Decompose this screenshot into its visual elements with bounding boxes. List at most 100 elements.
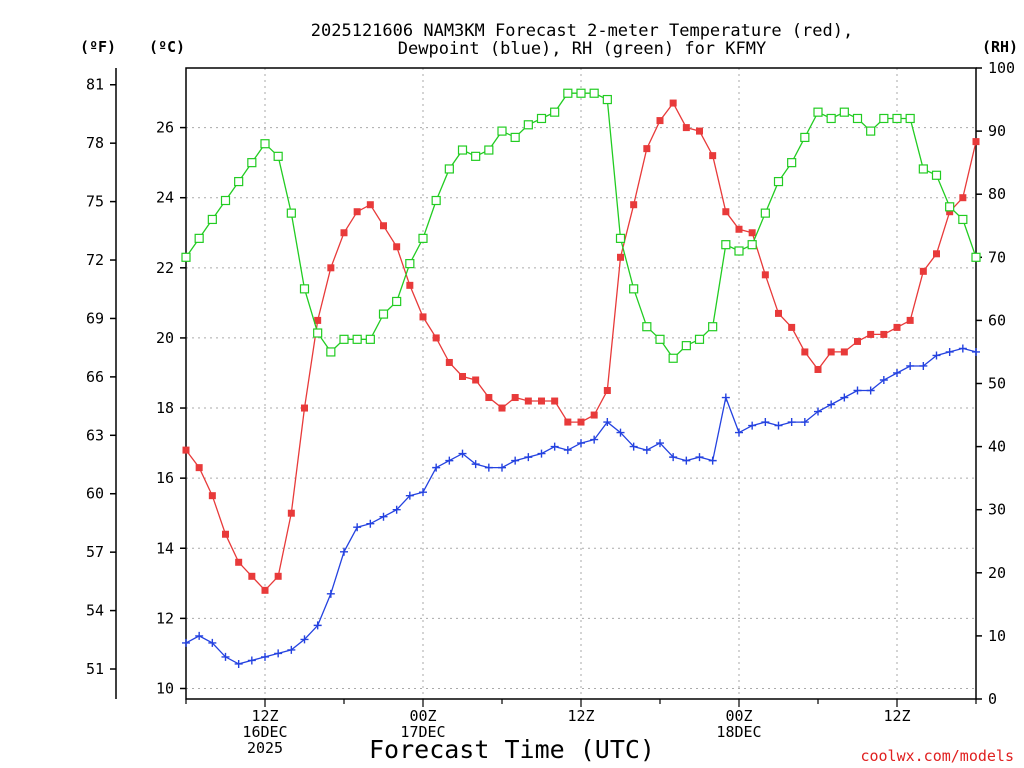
data-point [497, 126, 507, 136]
celsius-tick-label: 18 [156, 399, 174, 417]
x-tick-label: 12Z [883, 707, 910, 725]
data-point [826, 113, 836, 124]
data-point [537, 449, 546, 458]
data-point [972, 138, 980, 146]
series-rh [181, 88, 981, 363]
data-point [735, 225, 743, 233]
data-point [906, 316, 914, 324]
data-point [207, 214, 217, 225]
data-point [800, 132, 810, 143]
data-point [221, 652, 230, 661]
fahrenheit-tick-label: 72 [86, 251, 104, 269]
data-point [392, 296, 402, 307]
data-point [485, 394, 493, 402]
data-point [220, 195, 231, 206]
celsius-tick-label: 10 [156, 679, 174, 697]
celsius-unit-label: (ºC) [149, 38, 185, 56]
chart-title: 2025121606 NAM3KM Forecast 2-meter Tempe… [311, 21, 853, 59]
data-point [365, 334, 375, 344]
data-point [393, 243, 401, 251]
data-point [299, 284, 310, 294]
data-point [576, 88, 586, 98]
data-point [380, 222, 387, 230]
data-point [906, 361, 915, 370]
data-point [946, 208, 954, 216]
data-point [261, 652, 269, 661]
data-point [971, 252, 981, 262]
data-point [536, 113, 547, 124]
data-point [642, 446, 651, 455]
data-point [248, 572, 256, 580]
data-point [761, 271, 769, 279]
data-point [222, 530, 229, 538]
data-point [761, 418, 770, 427]
data-point [326, 589, 335, 598]
data-point [932, 351, 941, 360]
data-point [247, 158, 257, 168]
data-point [471, 460, 480, 469]
data-point [563, 446, 572, 455]
data-point [814, 365, 822, 373]
data-point [840, 393, 849, 402]
celsius-tick-label: 12 [156, 609, 174, 627]
fahrenheit-tick-label: 54 [86, 602, 104, 620]
data-point [669, 453, 678, 462]
data-point [788, 323, 796, 331]
data-point [432, 334, 440, 342]
title-line-1: 2025121606 NAM3KM Forecast 2-meter Tempe… [311, 21, 853, 41]
data-point [801, 348, 809, 356]
data-point [457, 145, 468, 155]
data-point [181, 252, 191, 262]
data-point [893, 368, 901, 377]
data-point [471, 151, 481, 161]
rh-tick-label: 50 [988, 375, 1006, 393]
data-point [931, 170, 942, 180]
data-point [694, 334, 705, 344]
data-point [853, 386, 862, 395]
data-point [564, 418, 572, 426]
series-2-meter-temperature [182, 99, 980, 594]
data-point [235, 558, 243, 566]
data-point [273, 151, 283, 161]
fahrenheit-tick-label: 69 [86, 309, 104, 327]
data-point [378, 309, 389, 319]
rh-tick-label: 70 [988, 248, 1006, 266]
data-point [524, 453, 533, 462]
data-point [538, 397, 545, 405]
data-point [617, 253, 624, 261]
data-point [892, 113, 902, 124]
data-point [340, 229, 348, 237]
data-point [695, 453, 704, 462]
celsius-tick-label: 22 [156, 259, 174, 277]
data-point [840, 348, 848, 356]
data-point [247, 656, 256, 665]
data-point [484, 145, 494, 155]
data-point [313, 621, 322, 630]
celsius-tick-label: 26 [156, 119, 174, 137]
data-point [523, 120, 533, 130]
data-point [274, 572, 282, 580]
data-point [918, 164, 928, 174]
data-point [958, 344, 967, 353]
series-dewpoint [182, 344, 980, 668]
data-point [866, 126, 876, 136]
title-line-2: Dewpoint (blue), RH (green) for KFMY [398, 39, 766, 59]
data-point [682, 124, 690, 132]
rh-tick-label: 100 [988, 59, 1015, 77]
x-tick-label: 2025 [247, 739, 283, 757]
data-point [655, 334, 665, 344]
data-point [945, 347, 954, 356]
data-point [444, 164, 454, 174]
data-point [431, 195, 441, 206]
fahrenheit-tick-label: 57 [86, 543, 104, 561]
data-point [445, 358, 453, 366]
data-point [590, 435, 599, 444]
data-point [959, 194, 967, 202]
data-point [933, 250, 940, 258]
data-point [286, 208, 296, 218]
data-point [814, 407, 822, 416]
data-point [787, 418, 796, 427]
data-point [379, 512, 388, 521]
data-point [735, 428, 743, 437]
